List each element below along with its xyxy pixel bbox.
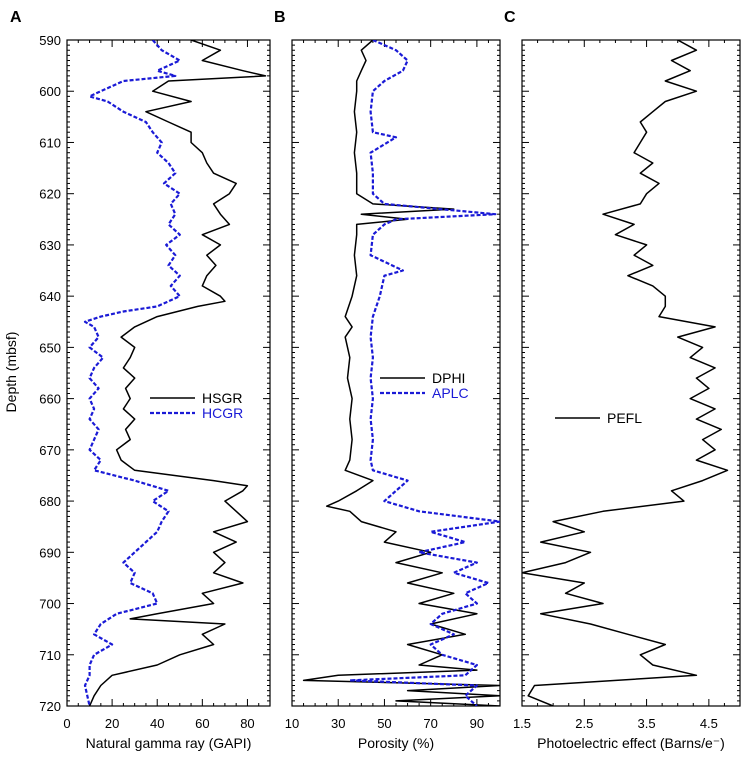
depth-tick-label: 680 [39, 494, 61, 509]
x-tick-label: 30 [331, 716, 345, 731]
panel-label: A [10, 9, 22, 26]
depth-tick-label: 700 [39, 597, 61, 612]
depth-tick-label: 600 [39, 84, 61, 99]
x-tick-label: 60 [195, 716, 209, 731]
legend-label: APLC [432, 385, 469, 401]
plot-frame-b [291, 39, 501, 707]
legend-label: DPHI [432, 370, 465, 386]
panel-label: C [504, 9, 516, 26]
depth-tick-label: 630 [39, 238, 61, 253]
legend-label: HCGR [202, 405, 243, 421]
depth-tick-label: 720 [39, 699, 61, 714]
x-tick-label: 40 [150, 716, 164, 731]
depth-axis-label: Depth (mbsf) [3, 332, 19, 413]
x-axis-label: Photoelectric effect (Barns/e⁻) [537, 735, 725, 751]
x-tick-label: 80 [240, 716, 254, 731]
series-line-hcgr [83, 40, 181, 706]
x-axis-label: Porosity (%) [358, 735, 434, 751]
x-tick-label: 3.5 [638, 716, 656, 731]
depth-tick-label: 590 [39, 33, 61, 48]
x-tick-label: 50 [377, 716, 391, 731]
x-tick-label: 90 [470, 716, 484, 731]
x-tick-label: 70 [423, 716, 437, 731]
panel-c: C 1.5 2.5 3.5 4.5 Photoelectric effect (Barns… [504, 9, 741, 751]
x-axis-label: Natural gamma ray (GAPI) [86, 735, 252, 751]
series-line-dphi [302, 40, 500, 706]
depth-tick-label: 620 [39, 187, 61, 202]
plot-frame-a [66, 39, 271, 707]
depth-tick-label: 660 [39, 392, 61, 407]
depth-tick-label: 710 [39, 648, 61, 663]
legend-label: PEFL [607, 410, 642, 426]
x-tick-label: 20 [105, 716, 119, 731]
series-line-aplc [348, 40, 500, 706]
x-tick-label: 1.5 [513, 716, 531, 731]
depth-tick-label: 690 [39, 545, 61, 560]
x-tick-label: 2.5 [575, 716, 593, 731]
depth-tick-label: 610 [39, 135, 61, 150]
legend-label: HSGR [202, 390, 242, 406]
x-tick-label: 10 [285, 716, 299, 731]
depth-tick-label: 640 [39, 289, 61, 304]
series-line-pefl [522, 40, 729, 706]
panel-a: A590600610620630640650660670680690700710… [10, 9, 271, 751]
depth-tick-label: 650 [39, 340, 61, 355]
x-tick-label: 0 [63, 716, 70, 731]
depth-tick-label: 670 [39, 443, 61, 458]
panel-label: B [274, 9, 286, 26]
x-tick-label: 4.5 [700, 716, 718, 731]
series-line-hsgr [88, 40, 267, 706]
